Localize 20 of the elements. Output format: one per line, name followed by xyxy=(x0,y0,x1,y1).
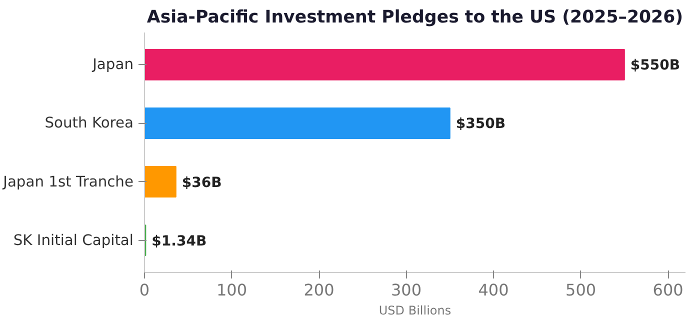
y-tick-label: SK Initial Capital xyxy=(13,232,134,249)
x-tick-label: 600 xyxy=(652,280,684,300)
data-label: $36B xyxy=(182,174,222,191)
x-tick-label: 200 xyxy=(304,280,334,300)
bar xyxy=(144,108,450,139)
x-tick-label: 100 xyxy=(216,280,248,300)
y-tick-label: South Korea xyxy=(44,114,134,132)
bar xyxy=(144,48,625,80)
data-label: $550B xyxy=(630,58,680,74)
bar xyxy=(144,166,176,198)
x-axis-title: USD Billions xyxy=(378,304,452,318)
y-tick-label: Japan xyxy=(92,56,134,74)
chart-title: Asia-Pacific Investment Pledges to the US (2025–2026) xyxy=(146,8,684,28)
data-label: $350B xyxy=(456,116,506,132)
x-tick-label: 300 xyxy=(391,280,422,300)
x-tick-label: 500 xyxy=(566,280,596,300)
x-tick-label: 0 xyxy=(139,280,150,300)
y-tick-label: Japan 1st Tranche xyxy=(2,173,134,190)
data-label: $1.34B xyxy=(152,233,207,250)
x-tick-label: 400 xyxy=(478,280,509,300)
